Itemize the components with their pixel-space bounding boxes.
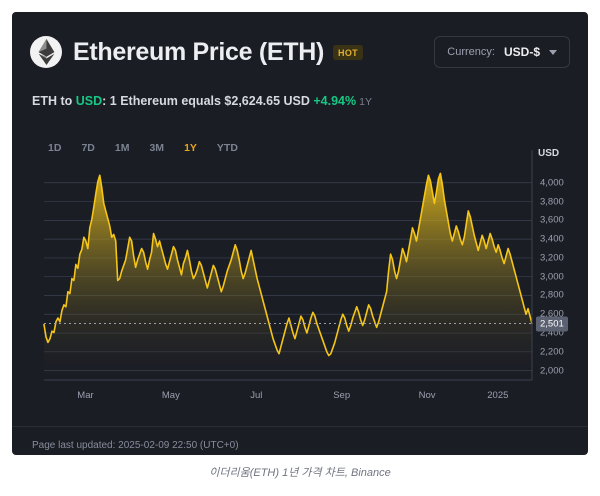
ethereum-logo-icon <box>30 36 62 68</box>
page-title: Ethereum Price (ETH) <box>73 37 325 66</box>
y-axis-tick: 3,400 <box>540 233 564 245</box>
price-chart-svg <box>43 150 533 381</box>
x-axis-tick: Mar <box>77 390 94 401</box>
range-tab-list: 1D 7D 1M 3M 1Y YTD <box>48 142 238 154</box>
current-price-marker: 2,501 <box>536 316 568 332</box>
price-chart[interactable] <box>30 144 570 414</box>
eth-price-card: Ethereum Price (ETH) HOT Currency: USD-$… <box>12 12 588 455</box>
y-axis-tick: 2,000 <box>540 365 564 377</box>
currency-selector[interactable]: Currency: USD-$ <box>434 36 570 68</box>
x-axis-tick: May <box>161 390 180 401</box>
price-summary-prefix: ETH to <box>32 94 76 108</box>
range-tab-1y[interactable]: 1Y <box>184 142 197 154</box>
price-summary: ETH to USD: 1 Ethereum equals $2,624.65 … <box>32 94 372 108</box>
chart-area-fill <box>44 173 532 380</box>
y-axis-tick: 2,600 <box>540 308 564 320</box>
last-updated-text: Page last updated: 2025-02-09 22:50 (UTC… <box>32 440 239 451</box>
price-summary-range: 1Y <box>359 96 372 108</box>
x-axis-tick: Sep <box>333 390 351 401</box>
y-axis-tick: 3,800 <box>540 196 564 208</box>
range-tab-7d[interactable]: 7D <box>81 142 95 154</box>
y-axis-tick: 2,200 <box>540 346 564 358</box>
x-axis-tick: Nov <box>418 390 436 401</box>
y-axis-tick: 2,400 <box>540 327 564 339</box>
currency-selector-label: Currency: <box>447 46 495 58</box>
x-axis-tick: 2025 <box>487 390 509 401</box>
figure-caption: 이더리움(ETH) 1년 가격 차트, Binance <box>209 467 391 479</box>
price-change-percent: +4.94% <box>313 94 357 108</box>
chevron-down-icon <box>549 49 557 55</box>
y-axis-tick: 3,600 <box>540 214 564 226</box>
price-summary-quote-currency: USD <box>75 94 103 108</box>
y-axis-tick: 3,200 <box>540 252 564 264</box>
range-tab-3m[interactable]: 3M <box>149 142 165 154</box>
range-tab-1d[interactable]: 1D <box>48 142 62 154</box>
card-header: Ethereum Price (ETH) HOT Currency: USD-$ <box>30 32 570 72</box>
y-axis-tick: 2,800 <box>540 289 564 301</box>
footer-divider <box>12 426 588 427</box>
price-summary-middle: : 1 Ethereum equals $2,624.65 USD <box>102 94 314 108</box>
x-axis-tick: Jul <box>250 390 263 401</box>
range-tab-ytd[interactable]: YTD <box>216 142 238 154</box>
range-tab-1m[interactable]: 1M <box>114 142 130 154</box>
y-axis-tick: 4,000 <box>540 177 564 189</box>
hot-badge: HOT <box>333 44 363 60</box>
currency-selector-value: USD-$ <box>503 45 540 59</box>
chart-line <box>43 172 533 357</box>
y-axis-tick: 3,000 <box>540 271 564 283</box>
y-axis-unit-label: USD <box>538 148 560 159</box>
